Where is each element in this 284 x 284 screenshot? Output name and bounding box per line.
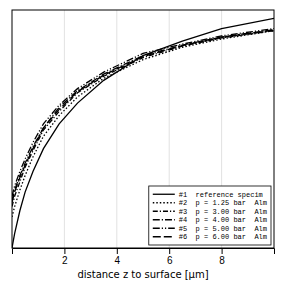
series-line	[12, 30, 274, 201]
legend-label: #2 p = 1.25 bar Alm	[179, 199, 267, 207]
tick: 8	[219, 248, 225, 266]
lines	[12, 18, 274, 248]
series-line	[12, 31, 274, 207]
tick-label: 2	[62, 255, 68, 266]
grid-line	[64, 10, 65, 248]
legend-box	[149, 186, 271, 245]
series-line	[12, 29, 274, 197]
series-line	[12, 18, 274, 248]
tick-mark	[169, 248, 170, 254]
legend-swatch	[153, 219, 175, 220]
legend-swatch	[153, 236, 175, 237]
chart: 2 4 6 8 #1 reference specim#2 p = 1.25 bar A…	[0, 0, 284, 284]
plot: 2 4 6 8 #1 reference specim#2 p = 1.25 bar A…	[12, 10, 275, 266]
legend-label: #5 p = 5.00 bar Alm	[179, 225, 267, 233]
legend-swatch	[153, 202, 175, 203]
grid-line	[116, 10, 117, 248]
legend-label: #1 reference specim	[179, 191, 263, 199]
x-axis: 2 4 6 8	[13, 248, 275, 266]
tick-label: 8	[219, 255, 225, 266]
legend: #1 reference specim#2 p = 1.25 bar Alm#3…	[149, 186, 271, 245]
tick: 4	[115, 248, 121, 266]
legend-label: #6 p = 6.00 bar Alm	[179, 233, 267, 241]
series-line	[12, 30, 274, 202]
legend-label: #4 p = 4.00 bar Alm	[179, 216, 267, 224]
tick-label: 4	[115, 255, 121, 266]
tick-mark	[222, 248, 223, 254]
tick: 2	[62, 248, 68, 266]
tick: 6	[167, 248, 173, 266]
legend-swatch	[153, 211, 175, 212]
plot-frame	[12, 10, 274, 248]
tick-mark	[64, 248, 65, 254]
x-axis-label: distance z to surface [μm]	[77, 269, 208, 280]
tick-mark	[117, 248, 118, 254]
axis-domain	[13, 249, 275, 255]
tick-label: 6	[167, 255, 173, 266]
legend-swatch	[153, 194, 175, 195]
legend-swatch	[153, 228, 175, 229]
legend-label: #3 p = 3.00 bar Alm	[179, 208, 267, 216]
